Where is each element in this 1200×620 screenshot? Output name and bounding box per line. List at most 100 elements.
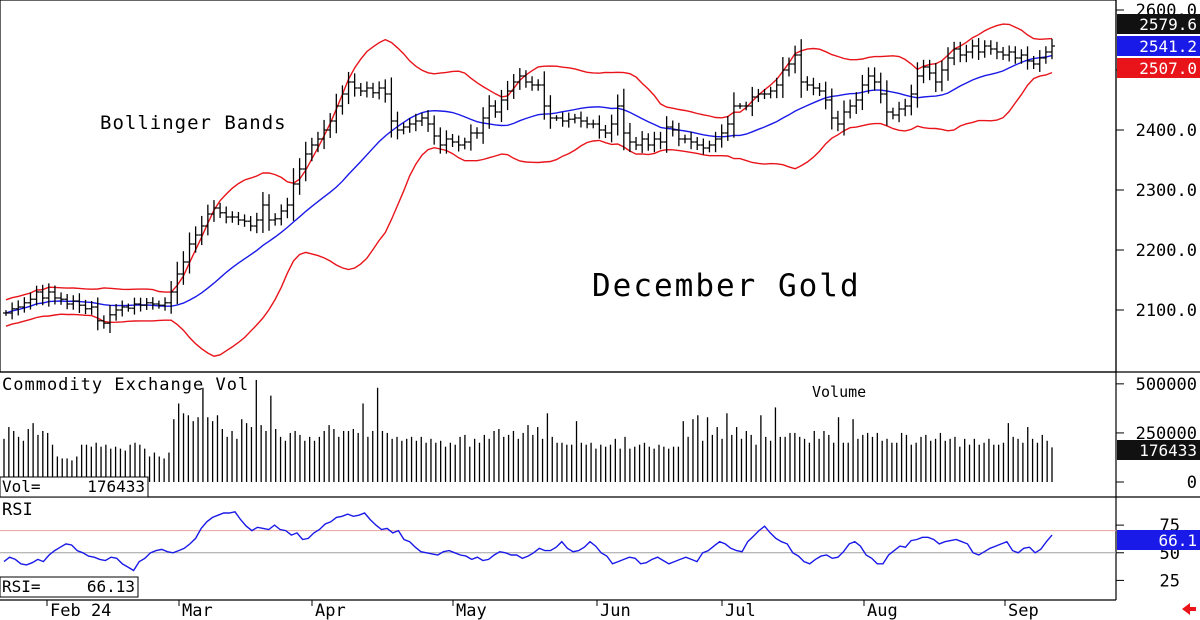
ohlc-bar [963, 44, 970, 63]
ohlc-bar [302, 141, 309, 182]
upper-band-tag [1117, 14, 1200, 34]
ohlc-bar [853, 92, 860, 114]
ohlc-bar [877, 72, 884, 104]
ohlc-bar [217, 202, 224, 218]
ohlc-bar [437, 127, 444, 154]
ohlc-bar [675, 122, 682, 147]
ohlc-bar [474, 127, 481, 139]
ohlc-bar [388, 77, 395, 138]
ohlc-bar [834, 110, 841, 132]
ohlc-bar [82, 299, 89, 315]
ohlc-bar [284, 197, 291, 219]
ohlc-bar [149, 297, 156, 310]
ohlc-bar [681, 134, 688, 144]
ohlc-bar [737, 103, 744, 109]
ohlc-bar [272, 213, 279, 226]
price-tick-label: 2400.0 [1136, 121, 1197, 141]
price-bars [3, 38, 1055, 333]
ohlc-bar [694, 136, 701, 151]
rsi-value-tag-text: 66.1 [1158, 531, 1197, 550]
ohlc-bar [266, 194, 273, 231]
ohlc-bar [639, 131, 646, 153]
volume-bars [3, 379, 1053, 482]
x-tick-label: Jun [600, 601, 631, 620]
x-tick-label: Jul [725, 601, 756, 620]
ohlc-bar [620, 88, 627, 151]
ohlc-bar [889, 107, 896, 120]
ohlc-bar [235, 211, 242, 226]
ohlc-bar [406, 118, 413, 133]
ohlc-bar [15, 300, 22, 316]
x-tick-label: Aug [867, 601, 898, 620]
ohlc-bar [64, 294, 71, 310]
ohlc-bar [596, 115, 603, 139]
x-tick-label: May [456, 601, 487, 620]
ohlc-bar [443, 130, 450, 154]
ohlc-bar [865, 67, 872, 94]
middle-band-tag-text: 2541.2 [1139, 37, 1197, 56]
ohlc-bar [425, 110, 432, 132]
ohlc-bar [143, 298, 150, 310]
rsi-value-tag [1117, 530, 1200, 550]
x-tick-label: Mar [182, 601, 213, 620]
ohlc-bar [535, 79, 542, 91]
ohlc-bar [70, 295, 77, 310]
ohlc-bar [730, 92, 737, 138]
ohlc-bar [975, 38, 982, 60]
ohlc-bar [1000, 46, 1007, 61]
ohlc-bar [951, 41, 958, 66]
rsi-readout-value: 66.13 [87, 577, 135, 596]
ohlc-bar [602, 124, 609, 139]
volume-value-tag-text: 176433 [1139, 441, 1197, 460]
ohlc-bar [577, 111, 584, 128]
bollinger-bands [5, 23, 1053, 357]
ohlc-bar [565, 112, 572, 128]
ohlc-bar [755, 88, 762, 103]
ohlc-bar [314, 131, 321, 153]
volume-readout-box [0, 476, 149, 498]
middle-band-tag [1117, 36, 1200, 56]
ohlc-bar [357, 82, 364, 97]
ohlc-bar [131, 297, 138, 315]
ohlc-bar [553, 115, 560, 121]
ohlc-bar [186, 232, 193, 274]
ohlc-bar [198, 215, 205, 246]
ohlc-bar [510, 74, 517, 99]
ohlc-bar [492, 100, 499, 118]
volume-value-tag [1117, 440, 1200, 460]
ohlc-bar [253, 212, 260, 234]
ohlc-bar [486, 95, 493, 129]
x-tick-label: Apr [315, 601, 346, 620]
ohlc-bar [657, 131, 664, 150]
rsi-panel-title: RSI [2, 500, 33, 520]
ohlc-bar [993, 41, 1000, 60]
ohlc-bar [180, 251, 187, 285]
ohlc-bar [58, 292, 65, 305]
ohlc-bar [412, 113, 419, 132]
ohlc-bar [370, 82, 377, 98]
ohlc-bar [1018, 49, 1025, 64]
rsi-reference-lines [0, 530, 1116, 554]
scroll-arrow-icon[interactable] [1182, 603, 1196, 615]
chart-title: December Gold [592, 268, 861, 304]
ohlc-bar [308, 137, 315, 162]
ohlc-bar [278, 204, 285, 226]
ohlc-bar [247, 216, 254, 232]
ohlc-bar [798, 39, 805, 98]
ohlc-bar [718, 124, 725, 148]
ohlc-bar [822, 81, 829, 110]
rsi-tick-label: 25 [1160, 571, 1180, 591]
ohlc-bar [204, 204, 211, 236]
ohlc-bar [1012, 46, 1019, 64]
ohlc-bar [932, 62, 939, 93]
ohlc-bar [663, 116, 670, 153]
ohlc-bar [39, 284, 46, 306]
volume-readout-label: Vol= [2, 477, 41, 496]
ohlc-bar [871, 67, 878, 91]
ohlc-bar [100, 315, 107, 329]
ohlc-bar [418, 112, 425, 127]
ohlc-bar [210, 200, 217, 222]
ohlc-bar [162, 297, 169, 311]
price-tick-label: 2200.0 [1136, 241, 1197, 261]
